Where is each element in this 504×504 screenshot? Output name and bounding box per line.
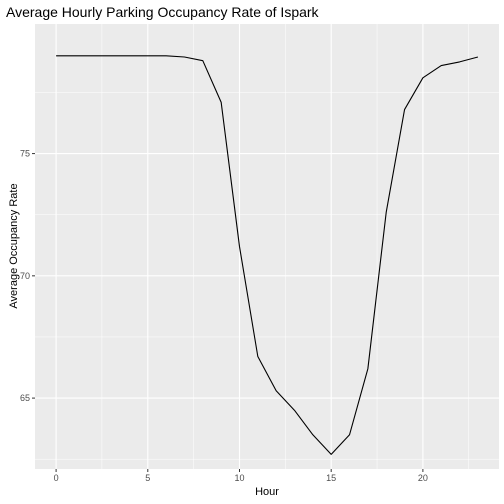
x-tick-label: 10 [234,473,244,483]
x-tick-label: 15 [326,473,336,483]
panel-background [35,24,499,469]
y-tick-label: 70 [20,271,30,281]
y-axis-title: Average Occupancy Rate [8,183,20,309]
y-tick-label: 65 [20,393,30,403]
x-tick-label: 20 [418,473,428,483]
series-line-1 [56,55,479,455]
x-axis-title: Hour [255,486,279,498]
chart-title: Average Hourly Parking Occupancy Rate of… [6,4,319,20]
x-tick-label: 0 [54,473,59,483]
y-tick-label: 75 [20,149,30,159]
x-tick-label: 5 [145,473,150,483]
